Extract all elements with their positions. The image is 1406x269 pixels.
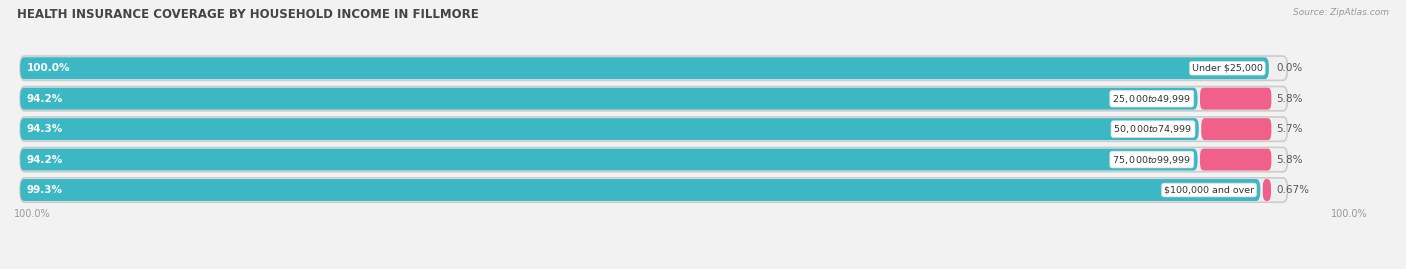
Text: 94.2%: 94.2% (27, 94, 63, 104)
Text: 5.7%: 5.7% (1277, 124, 1303, 134)
Text: Source: ZipAtlas.com: Source: ZipAtlas.com (1294, 8, 1389, 17)
Text: 99.3%: 99.3% (27, 185, 62, 195)
Text: 100.0%: 100.0% (14, 209, 51, 219)
Text: 94.3%: 94.3% (27, 124, 63, 134)
Text: $100,000 and over: $100,000 and over (1164, 186, 1254, 194)
FancyBboxPatch shape (1201, 148, 1271, 171)
Text: Under $25,000: Under $25,000 (1192, 64, 1263, 73)
FancyBboxPatch shape (20, 179, 1260, 201)
Text: 0.67%: 0.67% (1275, 185, 1309, 195)
FancyBboxPatch shape (1201, 118, 1271, 140)
Text: 100.0%: 100.0% (27, 63, 70, 73)
FancyBboxPatch shape (20, 57, 1268, 79)
FancyBboxPatch shape (20, 148, 1198, 171)
FancyBboxPatch shape (1263, 179, 1271, 201)
FancyBboxPatch shape (20, 56, 1288, 80)
Text: 5.8%: 5.8% (1277, 94, 1303, 104)
FancyBboxPatch shape (20, 117, 1288, 141)
FancyBboxPatch shape (20, 178, 1288, 202)
Text: 100.0%: 100.0% (1330, 209, 1367, 219)
FancyBboxPatch shape (1201, 88, 1271, 110)
FancyBboxPatch shape (20, 87, 1288, 111)
Text: HEALTH INSURANCE COVERAGE BY HOUSEHOLD INCOME IN FILLMORE: HEALTH INSURANCE COVERAGE BY HOUSEHOLD I… (17, 8, 478, 21)
Text: $50,000 to $74,999: $50,000 to $74,999 (1114, 123, 1192, 135)
FancyBboxPatch shape (20, 147, 1288, 172)
Text: $25,000 to $49,999: $25,000 to $49,999 (1112, 93, 1191, 105)
Text: 5.8%: 5.8% (1277, 155, 1303, 165)
Text: 0.0%: 0.0% (1277, 63, 1302, 73)
Text: 94.2%: 94.2% (27, 155, 63, 165)
FancyBboxPatch shape (20, 118, 1199, 140)
FancyBboxPatch shape (20, 88, 1198, 110)
Text: $75,000 to $99,999: $75,000 to $99,999 (1112, 154, 1191, 166)
